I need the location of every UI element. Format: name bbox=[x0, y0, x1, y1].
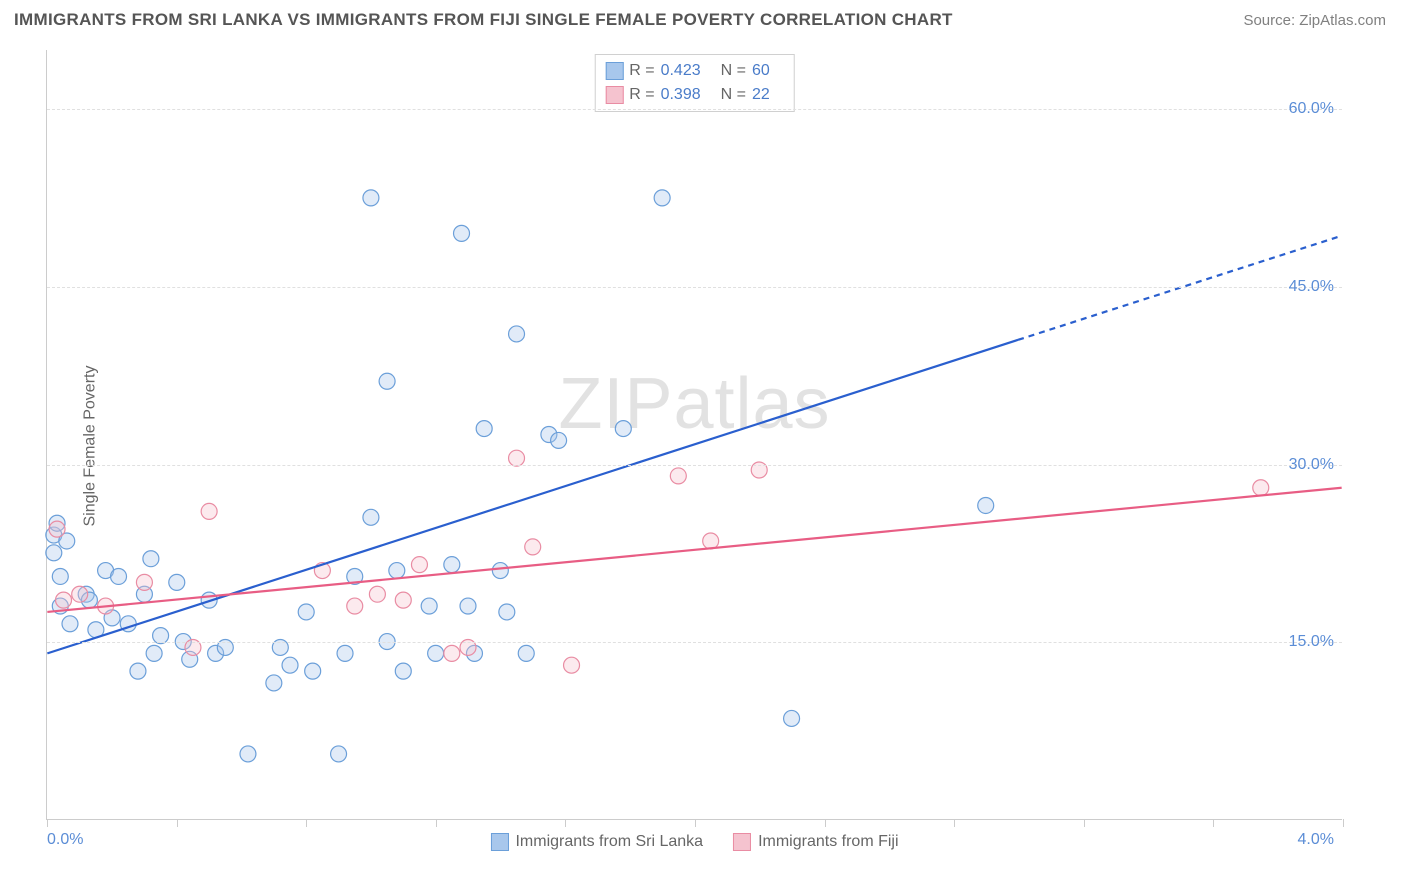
data-point bbox=[499, 604, 515, 620]
data-point bbox=[525, 539, 541, 555]
data-point bbox=[240, 746, 256, 762]
legend-r-label: R = bbox=[629, 59, 654, 83]
data-point bbox=[143, 551, 159, 567]
x-tick bbox=[1213, 819, 1214, 827]
y-tick-label: 45.0% bbox=[1289, 278, 1334, 296]
x-tick bbox=[1343, 819, 1344, 827]
legend-swatch bbox=[733, 833, 751, 851]
data-point bbox=[49, 521, 65, 537]
data-point bbox=[615, 421, 631, 437]
x-tick bbox=[565, 819, 566, 827]
chart-title: IMMIGRANTS FROM SRI LANKA VS IMMIGRANTS … bbox=[14, 10, 953, 30]
data-point bbox=[298, 604, 314, 620]
legend-row: R = 0.423 N =60 bbox=[605, 59, 784, 83]
data-point bbox=[136, 574, 152, 590]
y-tick-label: 15.0% bbox=[1289, 633, 1334, 651]
data-point bbox=[444, 557, 460, 573]
data-point bbox=[492, 563, 508, 579]
data-point bbox=[411, 557, 427, 573]
legend-item: Immigrants from Sri Lanka bbox=[490, 833, 703, 851]
data-point bbox=[201, 503, 217, 519]
data-point bbox=[266, 675, 282, 691]
correlation-legend: R = 0.423 N =60 R = 0.398 N =22 bbox=[594, 54, 795, 112]
scatter-svg bbox=[47, 50, 1342, 819]
legend-swatch bbox=[605, 86, 623, 104]
data-point bbox=[369, 586, 385, 602]
x-tick bbox=[825, 819, 826, 827]
data-point bbox=[395, 663, 411, 679]
gridline bbox=[47, 287, 1342, 288]
x-axis-max-label: 4.0% bbox=[1298, 831, 1334, 849]
data-point bbox=[305, 663, 321, 679]
data-point bbox=[130, 663, 146, 679]
data-point bbox=[703, 533, 719, 549]
source-label: Source: ZipAtlas.com bbox=[1243, 12, 1386, 29]
legend-item: Immigrants from Fiji bbox=[733, 833, 898, 851]
data-point bbox=[379, 373, 395, 389]
data-point bbox=[395, 592, 411, 608]
data-point bbox=[564, 657, 580, 673]
data-point bbox=[56, 592, 72, 608]
legend-n-label: N = bbox=[721, 59, 746, 83]
data-point bbox=[52, 568, 68, 584]
gridline bbox=[47, 109, 1342, 110]
x-tick bbox=[306, 819, 307, 827]
legend-swatch bbox=[490, 833, 508, 851]
x-tick bbox=[436, 819, 437, 827]
data-point bbox=[1253, 480, 1269, 496]
data-point bbox=[337, 645, 353, 661]
legend-n-label: N = bbox=[721, 83, 746, 107]
series-legend: Immigrants from Sri Lanka Immigrants from… bbox=[490, 833, 898, 851]
data-point bbox=[428, 645, 444, 661]
data-point bbox=[169, 574, 185, 590]
data-point bbox=[421, 598, 437, 614]
data-point bbox=[670, 468, 686, 484]
data-point bbox=[363, 509, 379, 525]
data-point bbox=[444, 645, 460, 661]
data-point bbox=[460, 598, 476, 614]
legend-r-label: R = bbox=[629, 83, 654, 107]
data-point bbox=[509, 326, 525, 342]
x-tick bbox=[47, 819, 48, 827]
data-point bbox=[784, 710, 800, 726]
x-axis-min-label: 0.0% bbox=[47, 831, 83, 849]
x-tick bbox=[1084, 819, 1085, 827]
data-point bbox=[454, 225, 470, 241]
data-point bbox=[551, 432, 567, 448]
legend-r-value: 0.398 bbox=[661, 83, 701, 107]
data-point bbox=[46, 545, 62, 561]
legend-r-value: 0.423 bbox=[661, 59, 701, 83]
legend-n-value: 60 bbox=[752, 59, 770, 83]
y-tick-label: 30.0% bbox=[1289, 456, 1334, 474]
legend-row: R = 0.398 N =22 bbox=[605, 83, 784, 107]
trend-line bbox=[47, 488, 1341, 612]
data-point bbox=[476, 421, 492, 437]
x-tick bbox=[177, 819, 178, 827]
data-point bbox=[72, 586, 88, 602]
data-point bbox=[282, 657, 298, 673]
legend-label: Immigrants from Fiji bbox=[758, 833, 898, 851]
x-tick bbox=[954, 819, 955, 827]
trend-line bbox=[47, 340, 1018, 654]
chart-header: IMMIGRANTS FROM SRI LANKA VS IMMIGRANTS … bbox=[0, 0, 1406, 30]
data-point bbox=[347, 598, 363, 614]
gridline bbox=[47, 642, 1342, 643]
data-point bbox=[331, 746, 347, 762]
data-point bbox=[978, 497, 994, 513]
y-tick-label: 60.0% bbox=[1289, 100, 1334, 118]
legend-label: Immigrants from Sri Lanka bbox=[515, 833, 703, 851]
data-point bbox=[389, 563, 405, 579]
data-point bbox=[62, 616, 78, 632]
data-point bbox=[518, 645, 534, 661]
data-point bbox=[111, 568, 127, 584]
gridline bbox=[47, 465, 1342, 466]
legend-swatch bbox=[605, 62, 623, 80]
data-point bbox=[363, 190, 379, 206]
data-point bbox=[146, 645, 162, 661]
chart-plot-area: ZIPatlas R =0.423N =60R =0.398N =22 Immi… bbox=[46, 50, 1342, 820]
data-point bbox=[654, 190, 670, 206]
data-point bbox=[153, 628, 169, 644]
legend-n-value: 22 bbox=[752, 83, 770, 107]
x-tick bbox=[695, 819, 696, 827]
